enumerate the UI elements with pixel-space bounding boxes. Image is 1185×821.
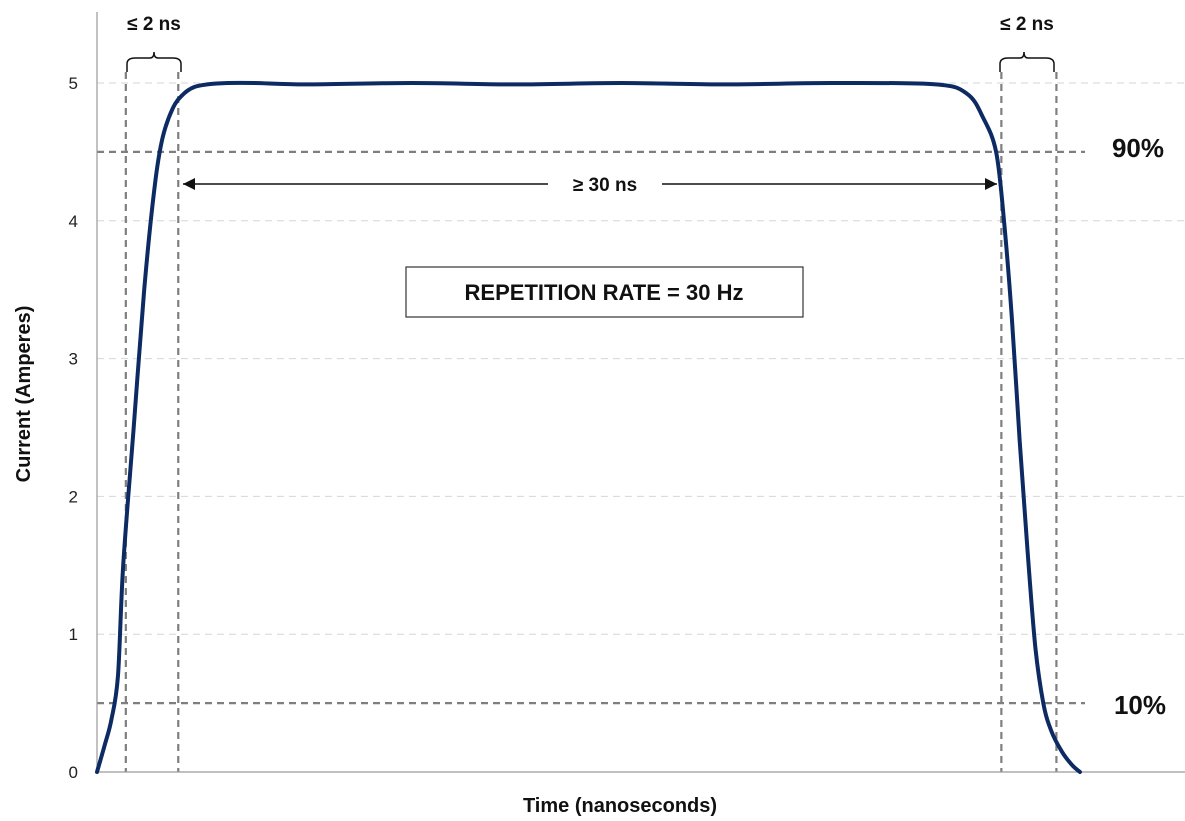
reference-lines xyxy=(97,72,1085,772)
y-tick-label-1: 1 xyxy=(69,625,78,644)
pulse-width-label-bg xyxy=(550,170,660,198)
rise-time-label: ≤ 2 ns xyxy=(127,14,181,35)
x-axis-title: Time (nanoseconds) xyxy=(523,795,717,817)
current-pulse-line xyxy=(95,80,1082,774)
y-tick-label-2: 2 xyxy=(69,487,78,506)
y-tick-label-0: 0 xyxy=(69,763,78,782)
y-axis-title: Current (Amperes) xyxy=(13,306,35,483)
y-tick-label-4: 4 xyxy=(69,212,78,231)
gridlines xyxy=(97,82,1185,635)
rise-time-brace xyxy=(126,51,182,72)
level-high-label: 90% xyxy=(1112,133,1164,163)
level-low-label: 10% xyxy=(1114,690,1166,720)
y-tick-label-3: 3 xyxy=(69,350,78,369)
repetition-rate-box xyxy=(405,266,804,318)
fall-time-label: ≤ 2 ns xyxy=(1000,14,1054,35)
y-tick-label-5: 5 xyxy=(69,74,78,93)
fall-time-brace xyxy=(999,51,1055,72)
repetition-rate-label: REPETITION RATE = 30 Hz xyxy=(465,280,744,305)
pulse-width-label: ≥ 30 ns xyxy=(573,175,637,196)
y-tick-labels: 0 1 2 3 4 5 xyxy=(69,74,78,782)
